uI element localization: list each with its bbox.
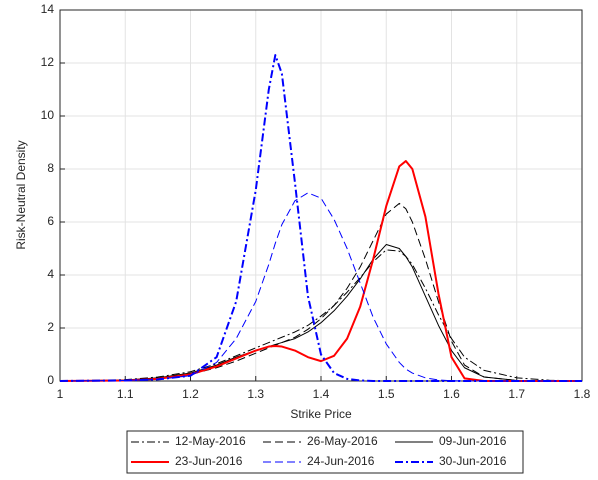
y-tick-label: 8 (47, 161, 54, 175)
series-line (59, 54, 582, 382)
y-tick-label: 14 (41, 2, 55, 16)
legend-label: 30-Jun-2016 (439, 454, 507, 468)
y-axis-label: Risk-Neutral Density (14, 140, 28, 249)
x-tick-label: 1.5 (378, 387, 395, 401)
series-line (59, 244, 582, 382)
y-tick-label: 0 (47, 373, 54, 387)
y-tick-label: 12 (41, 55, 55, 69)
x-tick-label: 1.4 (313, 387, 330, 401)
x-tick-label: 1.2 (182, 387, 199, 401)
legend-label: 26-May-2016 (307, 434, 378, 448)
x-tick-label: 1.6 (443, 387, 460, 401)
y-tick-label: 10 (41, 108, 55, 122)
y-tick-label: 6 (47, 214, 54, 228)
y-tick-label: 2 (47, 320, 54, 334)
legend-label: 12-May-2016 (175, 434, 246, 448)
legend-label: 09-Jun-2016 (439, 434, 507, 448)
x-axis-label: Strike Price (290, 407, 352, 421)
plot-frame (59, 9, 583, 382)
x-tick-label: 1 (57, 387, 64, 401)
x-tick-label: 1.8 (574, 387, 591, 401)
x-tick-label: 1.1 (117, 387, 134, 401)
series-line (59, 160, 582, 382)
legend-label: 24-Jun-2016 (307, 454, 375, 468)
series-line (59, 192, 582, 382)
x-tick-label: 1.7 (508, 387, 525, 401)
legend-label: 23-Jun-2016 (175, 454, 243, 468)
x-tick-label: 1.3 (247, 387, 264, 401)
series-line (59, 202, 582, 382)
legend-box (126, 430, 524, 474)
series-line (59, 249, 583, 382)
y-tick-label: 4 (47, 267, 54, 281)
